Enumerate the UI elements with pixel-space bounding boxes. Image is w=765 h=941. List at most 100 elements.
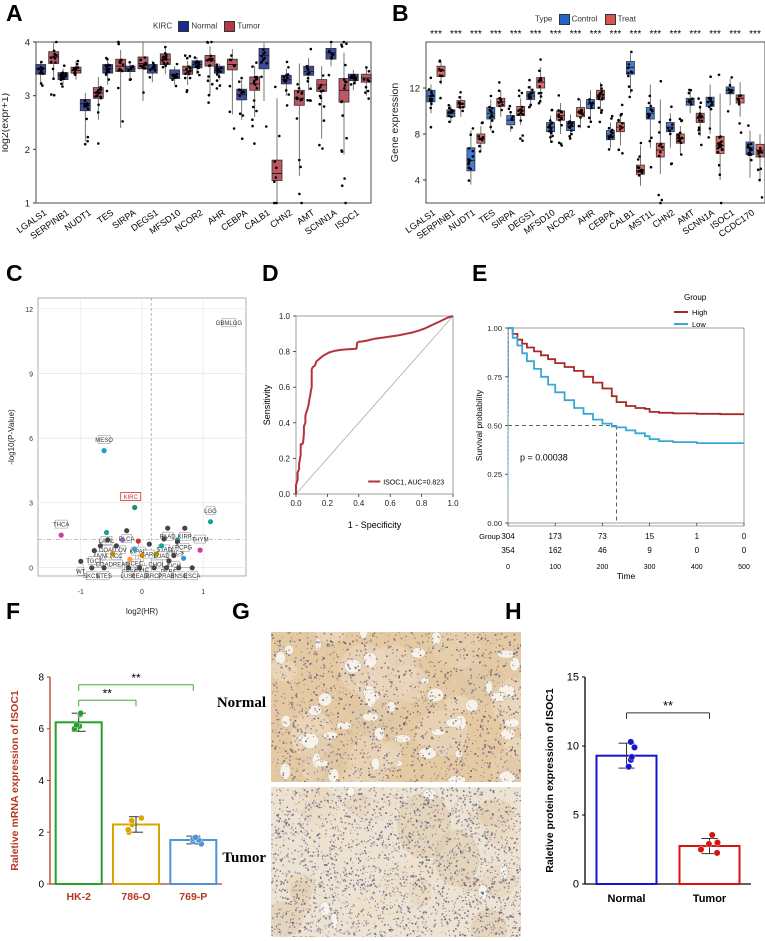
svg-text:8: 8 <box>415 130 420 141</box>
svg-text:***: *** <box>242 34 254 40</box>
svg-text:1.00: 1.00 <box>487 324 502 333</box>
svg-text:***: *** <box>550 29 562 40</box>
svg-text:1: 1 <box>201 589 205 596</box>
svg-text:300: 300 <box>644 564 656 571</box>
svg-text:0: 0 <box>38 880 44 891</box>
svg-text:***: *** <box>332 34 344 40</box>
svg-text:PCPG: PCPG <box>175 546 192 552</box>
svg-text:***: *** <box>490 29 502 40</box>
svg-text:0: 0 <box>29 565 33 572</box>
svg-text:3: 3 <box>25 91 30 102</box>
svg-text:1: 1 <box>25 199 30 210</box>
svg-text:***: *** <box>570 29 582 40</box>
svg-text:High: High <box>692 308 707 317</box>
svg-text:LGG: LGG <box>204 509 217 515</box>
svg-text:CHOL: CHOL <box>148 562 165 568</box>
svg-text:0.50: 0.50 <box>487 422 502 431</box>
svg-text:-log10(P-Value): -log10(P-Value) <box>7 409 16 465</box>
svg-text:15: 15 <box>567 672 579 684</box>
svg-text:log2(expr+1): log2(expr+1) <box>2 93 11 152</box>
svg-text:73: 73 <box>598 532 607 541</box>
svg-text:***: *** <box>198 34 210 40</box>
svg-text:***: *** <box>131 34 143 40</box>
svg-text:Group: Group <box>684 293 707 302</box>
svg-text:Raletive mRNA expression of IS: Raletive mRNA expression of ISOC1 <box>9 690 21 871</box>
svg-text:0.6: 0.6 <box>385 499 397 508</box>
svg-text:***: *** <box>709 29 721 40</box>
svg-text:***: *** <box>153 34 165 40</box>
svg-text:**: ** <box>663 698 673 713</box>
svg-text:0.2: 0.2 <box>279 454 291 463</box>
svg-text:354: 354 <box>501 546 515 555</box>
svg-text:***: *** <box>41 34 53 40</box>
svg-text:p = 0.00038: p = 0.00038 <box>520 453 568 463</box>
svg-text:***: *** <box>430 29 442 40</box>
svg-text:9: 9 <box>647 546 652 555</box>
svg-text:***: *** <box>220 34 232 40</box>
svg-text:MESO: MESO <box>95 438 113 444</box>
svg-text:STES: STES <box>96 574 112 580</box>
svg-text:1: 1 <box>695 532 700 541</box>
svg-text:0: 0 <box>506 564 510 571</box>
svg-text:769-P: 769-P <box>179 891 207 903</box>
svg-text:173: 173 <box>549 532 563 541</box>
svg-text:-1: -1 <box>78 589 84 596</box>
svg-text:***: *** <box>86 34 98 40</box>
svg-text:12: 12 <box>409 84 420 95</box>
svg-text:0.4: 0.4 <box>353 499 365 508</box>
svg-text:0.0: 0.0 <box>279 490 291 499</box>
svg-text:Low: Low <box>692 320 706 329</box>
svg-text:0.00: 0.00 <box>487 519 502 528</box>
svg-text:***: *** <box>530 29 542 40</box>
svg-text:200: 200 <box>597 564 609 571</box>
svg-text:1.0: 1.0 <box>447 499 459 508</box>
svg-text:0.25: 0.25 <box>487 470 502 479</box>
svg-text:Time: Time <box>617 571 636 581</box>
svg-text:GBMLGG: GBMLGG <box>216 321 243 327</box>
svg-text:0: 0 <box>742 532 747 541</box>
svg-text:6: 6 <box>29 436 33 443</box>
svg-text:786-O: 786-O <box>121 891 150 903</box>
svg-text:500: 500 <box>738 564 750 571</box>
svg-text:THCA: THCA <box>53 523 69 529</box>
svg-text:***: *** <box>729 29 741 40</box>
svg-text:***: *** <box>630 29 642 40</box>
svg-text:KIRC: KIRC <box>124 495 139 501</box>
svg-text:0: 0 <box>573 879 579 891</box>
svg-text:46: 46 <box>598 546 607 555</box>
svg-text:Sensitivity: Sensitivity <box>262 384 272 425</box>
svg-text:1.0: 1.0 <box>279 312 291 321</box>
svg-text:9: 9 <box>29 371 33 378</box>
svg-text:***: *** <box>108 34 120 40</box>
svg-text:12: 12 <box>25 307 33 314</box>
svg-text:6: 6 <box>38 724 44 735</box>
svg-text:5: 5 <box>573 810 579 822</box>
svg-text:15: 15 <box>645 532 654 541</box>
svg-text:Gene expression: Gene expression <box>389 83 401 163</box>
svg-text:***: *** <box>649 29 661 40</box>
svg-text:***: *** <box>689 29 701 40</box>
svg-text:***: *** <box>287 34 299 40</box>
svg-text:HK-2: HK-2 <box>66 891 91 903</box>
svg-text:0: 0 <box>742 546 747 555</box>
svg-text:***: *** <box>354 34 366 40</box>
svg-text:10: 10 <box>567 741 579 753</box>
svg-text:4: 4 <box>38 776 44 787</box>
svg-text:0.8: 0.8 <box>279 348 291 357</box>
svg-text:***: *** <box>749 29 761 40</box>
svg-text:162: 162 <box>549 546 563 555</box>
svg-text:8: 8 <box>38 673 44 684</box>
svg-text:0.0: 0.0 <box>290 499 302 508</box>
svg-text:ISOC1, AUC=0.823: ISOC1, AUC=0.823 <box>383 480 444 487</box>
svg-text:log2(HR): log2(HR) <box>126 607 158 616</box>
svg-text:400: 400 <box>691 564 703 571</box>
svg-text:100: 100 <box>549 564 561 571</box>
svg-text:304: 304 <box>501 532 515 541</box>
svg-text:***: *** <box>510 29 522 40</box>
svg-text:4: 4 <box>415 176 420 187</box>
svg-text:0: 0 <box>140 589 144 596</box>
svg-text:0.4: 0.4 <box>279 419 291 428</box>
svg-text:Group: Group <box>479 532 500 541</box>
svg-text:2: 2 <box>25 145 30 156</box>
svg-text:***: *** <box>309 34 321 40</box>
